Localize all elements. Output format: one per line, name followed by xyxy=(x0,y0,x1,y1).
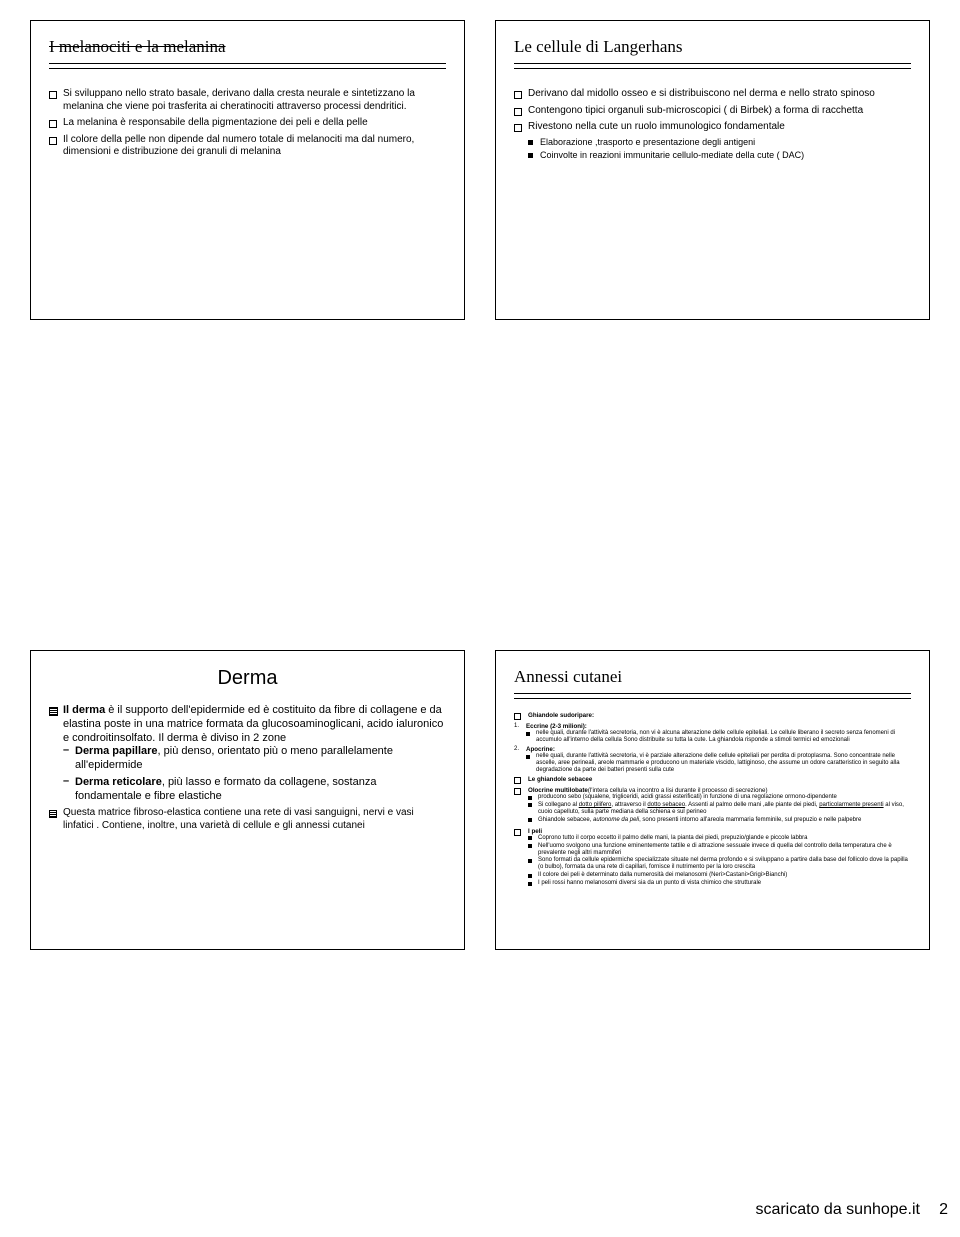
eccrine: 1. Eccrine (2-3 milioni): nelle quali, du… xyxy=(514,723,911,744)
slide1-b1: Si sviluppano nello strato basale, deriv… xyxy=(49,88,446,113)
slide3-title: Derma xyxy=(49,667,446,690)
olocrine: Olocrine multilobate(l'intera cellula va… xyxy=(514,787,911,824)
peli4: Il colore dei peli è determinato dalla n… xyxy=(528,872,911,879)
olocrine-rest: (l'intera cellula va incontro a lisi dur… xyxy=(588,787,768,794)
slide3-d1: Derma papillare, più denso, orientato pi… xyxy=(63,745,446,773)
eccrine-label: Eccrine (2-3 milioni): xyxy=(526,723,587,730)
slide3-intro-pre: Il derma xyxy=(63,704,105,716)
peli-header: I peli Coprono tutto il corpo eccetto il… xyxy=(514,828,911,887)
apocrine-label: Apocrine: xyxy=(526,746,555,753)
seb2-mid: , attraverso il xyxy=(611,802,647,808)
peli-label: I peli xyxy=(528,828,542,835)
page: I melanociti e la melanina Si sviluppano… xyxy=(0,0,960,970)
slide2-b3: Rivestono nella cute un ruolo immunologi… xyxy=(514,121,911,161)
seb2-pre: Si collegano al xyxy=(538,802,579,808)
seb2-dp: dotto pilifero xyxy=(579,802,612,808)
peli5: I peli rossi hanno melanosomi diversi si… xyxy=(528,880,911,887)
seb3-post: , sono presenti intorno all'areola mamma… xyxy=(639,817,861,823)
slide2-b3-text: Rivestono nella cute un ruolo immunologi… xyxy=(528,121,785,132)
slide3-body: Il derma è il supporto dell'epidermide e… xyxy=(49,704,446,832)
seb3: Ghiandole sebacee, autonome da peli, son… xyxy=(528,817,911,824)
seb2: Si collegano al dotto pilifero, attraver… xyxy=(528,802,911,816)
slide2-title: Le cellule di Langerhans xyxy=(514,37,911,64)
slide1-b2: La melanina è responsabile della pigment… xyxy=(49,117,446,130)
slide1-b3: Il colore della pelle non dipende dal nu… xyxy=(49,134,446,159)
slide1-title: I melanociti e la melanina xyxy=(49,37,446,64)
slide-row-2: Derma Il derma è il supporto dell'epider… xyxy=(30,650,930,950)
slide3-d2-label: Derma reticolare xyxy=(75,776,162,788)
slide2-b3a: Elaborazione ,trasporto e presentazione … xyxy=(528,137,911,148)
seb3-auto: autonome da peli xyxy=(593,817,639,823)
eccrine-txt: nelle quali, durante l'attività secretor… xyxy=(526,730,911,744)
peli2: Nell'uomo svolgono una funzione eminente… xyxy=(528,843,911,857)
sebacee-header: Le ghiandole sebacee xyxy=(514,776,911,783)
apocrine: 2. Apocrine: nelle quali, durante l'attiv… xyxy=(514,746,911,774)
slide3-d1-label: Derma papillare xyxy=(75,745,158,757)
slide1-body: Si sviluppano nello strato basale, deriv… xyxy=(49,88,446,159)
seb2-post: . Assenti al palmo delle mani ,alle pian… xyxy=(685,802,819,808)
slide-langerhans: Le cellule di Langerhans Derivano dal mi… xyxy=(495,20,930,320)
seb1: producono sebo (squalene, trigliceridi, … xyxy=(528,794,911,801)
seb2-pres: particolarmente presenti xyxy=(819,802,883,808)
page-number: 2 xyxy=(939,1201,948,1219)
slide-row-1: I melanociti e la melanina Si sviluppano… xyxy=(30,20,930,320)
peli3: Sono formati da cellule epidermiche spec… xyxy=(528,857,911,871)
slide-annessi: Annessi cutanei Ghiandole sudoripare: 1.… xyxy=(495,650,930,950)
slide-melanociti: I melanociti e la melanina Si sviluppano… xyxy=(30,20,465,320)
slide3-tail: Questa matrice fibroso-elastica contiene… xyxy=(49,807,446,832)
slide2-b3b: Coinvolte in reazioni immunitarie cellul… xyxy=(528,150,911,161)
slide-derma: Derma Il derma è il supporto dell'epider… xyxy=(30,650,465,950)
sudoripare-header: Ghiandole sudoripare: xyxy=(514,712,911,719)
slide4-title: Annessi cutanei xyxy=(514,667,911,694)
slide4-body: Ghiandole sudoripare: 1. Eccrine (2-3 mil… xyxy=(514,712,911,887)
sudoripare-label: Ghiandole sudoripare: xyxy=(528,712,594,719)
apocrine-txt: nelle quali, durante l'attività secretor… xyxy=(526,753,911,774)
slide2-b1: Derivano dal midollo osseo e si distribu… xyxy=(514,88,911,101)
olocrine-label: Olocrine multilobate xyxy=(528,787,588,794)
slide2-b2: Contengono tipici organuli sub-microscop… xyxy=(514,105,911,118)
slide3-intro: Il derma è il supporto dell'epidermide e… xyxy=(49,704,446,803)
peli1: Coprono tutto il corpo eccetto il palmo … xyxy=(528,835,911,842)
seb3-pre: Ghiandole sebacee, xyxy=(538,817,593,823)
slide2-body: Derivano dal midollo osseo e si distribu… xyxy=(514,88,911,161)
num-2: 2. xyxy=(514,746,519,753)
footer-source: scaricato da sunhope.it xyxy=(755,1201,920,1219)
sebacee-label: Le ghiandole sebacee xyxy=(528,776,592,783)
num-1: 1. xyxy=(514,723,519,730)
slide3-intro-post: è il supporto dell'epidermide ed è costi… xyxy=(63,704,443,744)
seb2-ds: dotto sebaceo xyxy=(647,802,685,808)
slide3-d2: Derma reticolare, più lasso e formato da… xyxy=(63,776,446,804)
